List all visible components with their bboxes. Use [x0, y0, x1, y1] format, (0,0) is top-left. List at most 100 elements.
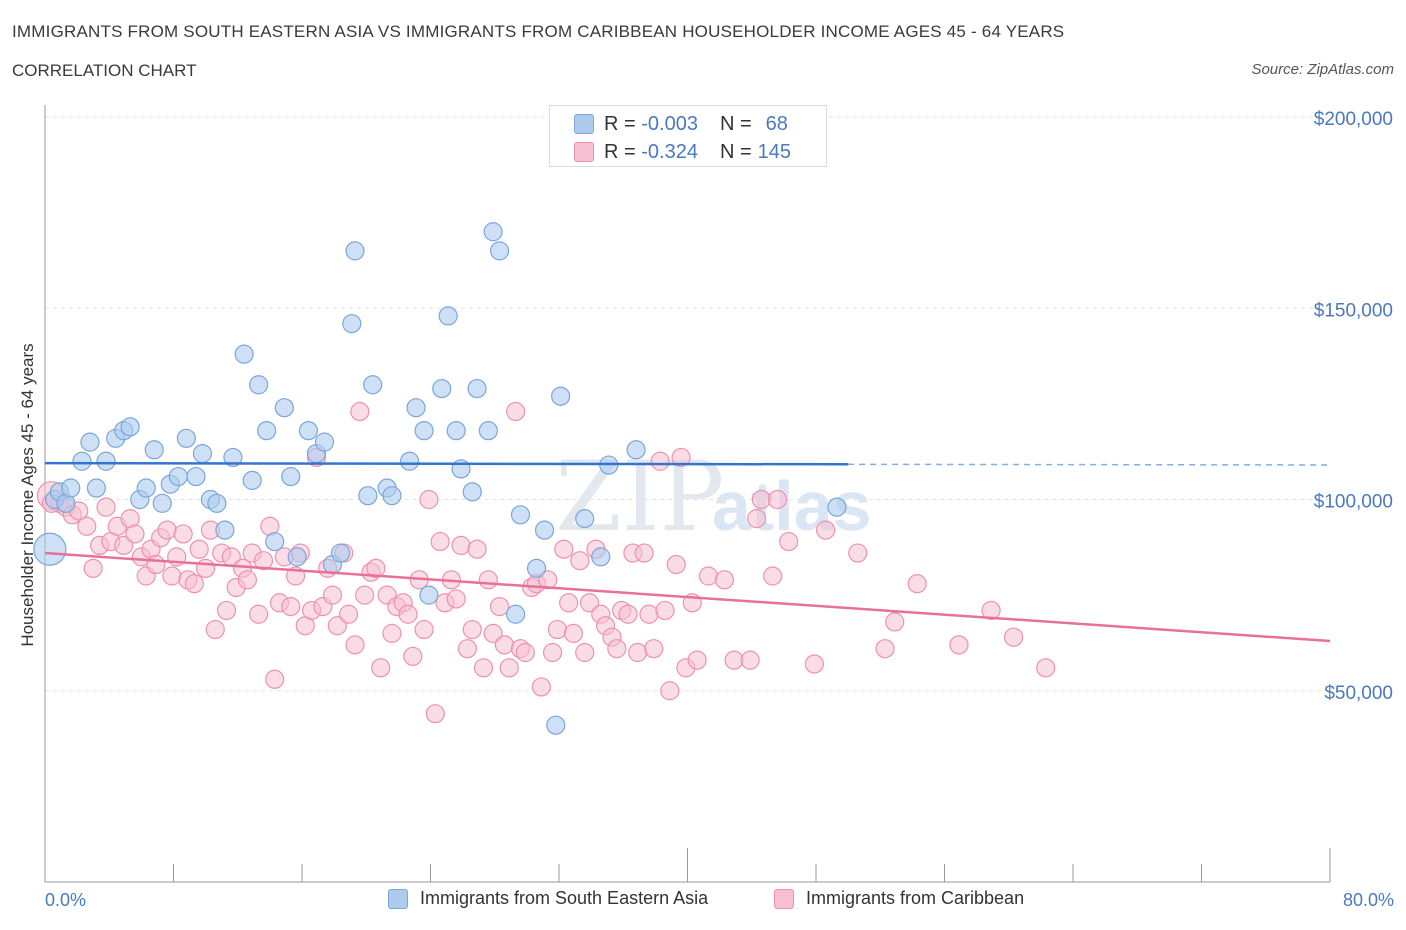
caribbean-point [96, 497, 116, 517]
caribbean-point [338, 604, 359, 624]
source-credit: Source: ZipAtlas.com [1251, 61, 1394, 78]
sea-point [462, 482, 482, 502]
caribbean-point [366, 558, 386, 578]
caribbean-point [403, 646, 423, 666]
caribbean-point [570, 551, 590, 571]
sea-point [478, 421, 498, 441]
bottom-legend-label-caribbean: Immigrants from Caribbean [806, 888, 1025, 908]
caribbean-point [382, 623, 402, 643]
sea-point [207, 493, 227, 513]
sea-point [33, 532, 67, 566]
correlation-legend: R = -0.003 N = 68 R = -0.324 N = 145 [549, 105, 827, 167]
chart-subtitle: CORRELATION CHART [12, 61, 197, 80]
y-tick-label-1: $100,000 [1314, 492, 1393, 513]
sea-point [265, 531, 285, 552]
caribbean-point [816, 520, 836, 540]
caribbean-point [184, 574, 204, 594]
sea-point [358, 486, 378, 506]
sea-point [176, 428, 196, 448]
caribbean-point [538, 570, 558, 590]
sea-point [626, 440, 646, 460]
x-tick-label-min: 0.0% [45, 890, 87, 910]
sea-point [345, 241, 365, 261]
trend-lines [44, 461, 1331, 643]
caribbean-point [499, 658, 519, 678]
sea-point [72, 451, 92, 471]
bottom-legend-sea: Immigrants from South Eastern Asia [388, 888, 708, 909]
caribbean-point [981, 600, 1001, 621]
legend-row-caribbean: R = -0.324 N = 145 [574, 140, 791, 164]
sea-point [827, 497, 847, 517]
legend-n-label: N = [719, 112, 752, 135]
caribbean-trend-line [44, 551, 1331, 643]
legend-r-label: R = [604, 112, 636, 135]
caribbean-point [355, 585, 375, 605]
caribbean-point [724, 650, 744, 670]
sea-point [281, 466, 301, 487]
caribbean-point [1036, 658, 1056, 678]
sea-point [414, 421, 434, 441]
sea-point [330, 543, 351, 563]
sea-point [257, 421, 277, 441]
caribbean-point [473, 658, 494, 678]
caribbean-point [746, 509, 767, 529]
sea-point [242, 470, 262, 490]
legend-swatch-sea [574, 114, 594, 134]
caribbean-point [698, 566, 718, 586]
caribbean-point [848, 543, 868, 563]
sea-point [400, 451, 420, 471]
caribbean-point [414, 619, 434, 640]
caribbean-point [419, 489, 439, 510]
caribbean-points [36, 401, 1056, 724]
caribbean-point [249, 604, 269, 624]
legend-r-label: R = [604, 140, 636, 163]
caribbean-point [634, 543, 654, 563]
caribbean-point [751, 489, 771, 510]
caribbean-point [671, 447, 691, 468]
caribbean-point [494, 635, 514, 655]
sea-point [274, 398, 294, 418]
caribbean-point [162, 566, 182, 586]
sea-point [152, 493, 172, 513]
caribbean-point [457, 639, 478, 659]
caribbean-point [687, 650, 707, 670]
sea-point [342, 313, 362, 334]
caribbean-point [1003, 627, 1024, 647]
y-tick-labels: $50,000 $100,000 $150,000 $200,000 [1314, 109, 1393, 704]
caribbean-point [579, 593, 600, 613]
sea-point [363, 375, 383, 395]
caribbean-point [804, 654, 824, 674]
bottom-legend-label-sea: Immigrants from South Eastern Asia [420, 888, 709, 908]
bottom-legend-swatch-caribbean [774, 888, 794, 909]
caribbean-point [542, 642, 563, 663]
sea-point [534, 520, 555, 540]
caribbean-point [216, 600, 237, 621]
caribbean-point [281, 596, 301, 617]
legend-r-value-caribbean: -0.324 [641, 140, 698, 163]
caribbean-point [628, 642, 648, 663]
caribbean-point [462, 619, 482, 640]
sea-point [419, 585, 439, 605]
legend-r-value-sea: -0.003 [641, 112, 698, 135]
caribbean-point [489, 596, 510, 617]
caribbean-point [327, 616, 347, 636]
bottom-legend-caribbean: Immigrants from Caribbean [774, 888, 1024, 909]
caribbean-point [767, 489, 788, 510]
sea-point [314, 432, 335, 452]
caribbean-point [398, 604, 418, 624]
sea-point [506, 604, 526, 624]
caribbean-point [779, 531, 799, 552]
sea-point [406, 398, 426, 418]
sea-point [168, 466, 188, 487]
sea-point [223, 447, 243, 468]
sea-point [489, 241, 510, 261]
caribbean-point [740, 650, 760, 670]
y-tick-label-0: $50,000 [1324, 683, 1393, 704]
sea-point [136, 478, 156, 498]
sea-point [215, 520, 235, 540]
caribbean-point [531, 677, 551, 697]
sea-point [432, 378, 452, 399]
sea-point [287, 547, 307, 567]
sea-point [86, 478, 107, 498]
